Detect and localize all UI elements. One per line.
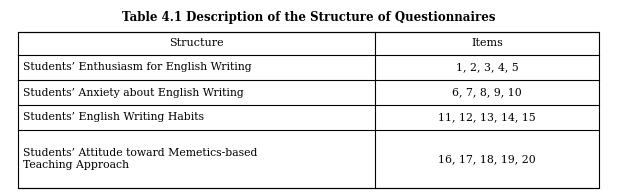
Text: Students’ English Writing Habits: Students’ English Writing Habits xyxy=(23,113,204,122)
Text: Items: Items xyxy=(471,38,503,48)
Bar xyxy=(18,32,599,188)
Text: Students’ Attitude toward Memetics-based
Teaching Approach: Students’ Attitude toward Memetics-based… xyxy=(23,148,257,170)
Text: 11, 12, 13, 14, 15: 11, 12, 13, 14, 15 xyxy=(438,113,536,122)
Text: 6, 7, 8, 9, 10: 6, 7, 8, 9, 10 xyxy=(452,87,522,98)
Text: Table 4.1 Description of the Structure of Questionnaires: Table 4.1 Description of the Structure o… xyxy=(122,11,495,24)
Text: 1, 2, 3, 4, 5: 1, 2, 3, 4, 5 xyxy=(456,62,518,73)
Text: 16, 17, 18, 19, 20: 16, 17, 18, 19, 20 xyxy=(438,154,536,164)
Text: Structure: Structure xyxy=(169,38,224,48)
Text: Students’ Enthusiasm for English Writing: Students’ Enthusiasm for English Writing xyxy=(23,62,252,73)
Text: Students’ Anxiety about English Writing: Students’ Anxiety about English Writing xyxy=(23,87,244,98)
